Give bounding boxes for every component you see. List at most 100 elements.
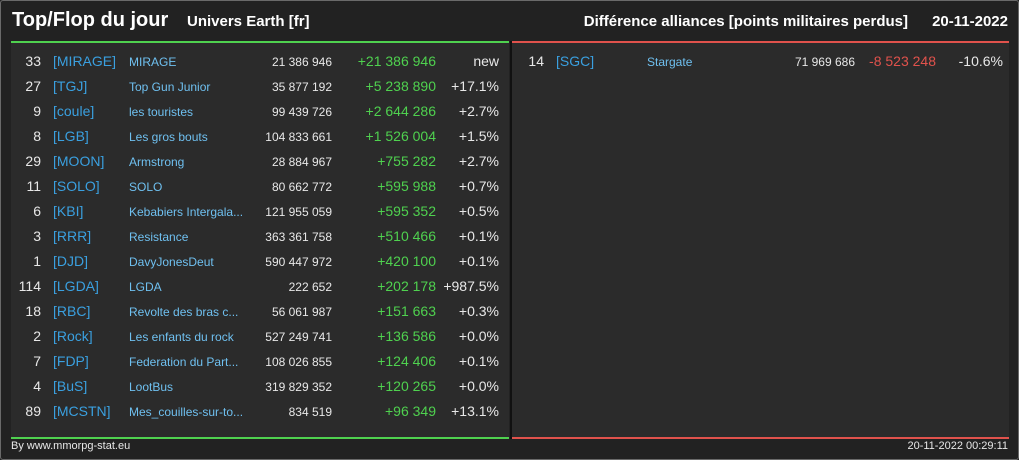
percent-change: +0.0%: [458, 328, 499, 344]
header: Top/Flop du jour Univers Earth [fr] Diff…: [1, 1, 1018, 41]
alliance-points: 319 829 352: [265, 380, 332, 394]
alliance-name-link[interactable]: Federation du Part...: [129, 355, 239, 369]
percent-change: +0.1%: [458, 253, 499, 269]
alliance-points: 527 249 741: [265, 330, 332, 344]
alliance-points: 21 386 946: [271, 55, 332, 69]
points-delta: +5 238 890: [365, 78, 436, 94]
alliance-name-link[interactable]: DavyJonesDeut: [129, 255, 214, 269]
alliance-tag-link[interactable]: [SOLO]: [53, 178, 100, 194]
top-row: 33 [MIRAGE] MIRAGE 21 386 946 +21 386 946 new: [11, 49, 509, 74]
percent-change: +17.1%: [451, 78, 499, 94]
alliance-name-link[interactable]: Revolte des bras c...: [129, 305, 239, 319]
alliance-tag-link[interactable]: [BuS]: [53, 378, 88, 394]
top-row: 27 [TGJ] Top Gun Junior 35 877 192 +5 238 89…: [11, 74, 509, 99]
alliance-name-link[interactable]: Armstrong: [129, 155, 185, 169]
percent-change: +2.7%: [458, 153, 499, 169]
alliance-rank: 18: [25, 303, 41, 319]
percent-change: +1.5%: [458, 128, 499, 144]
alliance-tag-link[interactable]: [KBI]: [53, 203, 84, 219]
points-delta: +96 349: [385, 403, 436, 419]
alliance-rank: 89: [25, 403, 41, 419]
alliance-tag-link[interactable]: [RRR]: [53, 228, 92, 244]
points-delta: +420 100: [377, 253, 436, 269]
alliance-name-link[interactable]: Mes_couilles-sur-to...: [129, 405, 244, 419]
alliance-tag-link[interactable]: [MIRAGE]: [53, 53, 117, 69]
alliance-points: 104 833 661: [265, 130, 332, 144]
alliance-rank: 9: [33, 103, 41, 119]
alliance-name-link[interactable]: Stargate: [647, 55, 693, 69]
alliance-points: 71 969 686: [794, 55, 855, 69]
points-delta: +136 586: [377, 328, 436, 344]
top-row: 3 [RRR] Resistance 363 361 758 +510 466 +0.1%: [11, 224, 509, 249]
footer-timestamp: 20-11-2022 00:29:11: [907, 440, 1008, 452]
alliance-points: 99 439 726: [271, 105, 332, 119]
alliance-name-link[interactable]: Kebabiers Intergala...: [129, 205, 244, 219]
percent-change: +987.5%: [443, 278, 499, 294]
alliance-rank: 27: [25, 78, 41, 94]
alliance-name-link[interactable]: Resistance: [129, 230, 189, 244]
alliance-rank: 2: [33, 328, 41, 344]
alliance-rank: 6: [33, 203, 41, 219]
alliance-rank: 7: [33, 353, 41, 369]
alliance-name-link[interactable]: MIRAGE: [129, 55, 177, 69]
percent-change: +0.5%: [458, 203, 499, 219]
alliance-rank: 4: [33, 378, 41, 394]
top-row: 4 [BuS] LootBus 319 829 352 +120 265 +0.0%: [11, 374, 509, 399]
top-row: 2 [Rock] Les enfants du rock 527 249 741 +13…: [11, 324, 509, 349]
alliance-tag-link[interactable]: [LGDA]: [53, 278, 99, 294]
alliance-tag-link[interactable]: [Rock]: [53, 328, 93, 344]
percent-change: +0.0%: [458, 378, 499, 394]
alliance-points: 834 519: [288, 405, 332, 419]
alliance-name-link[interactable]: SOLO: [129, 180, 163, 194]
points-delta: +1 526 004: [365, 128, 436, 144]
alliance-name-link[interactable]: Les enfants du rock: [129, 330, 234, 344]
alliance-name-link[interactable]: les touristes: [129, 105, 194, 119]
header-date: 20-11-2022: [932, 13, 1008, 30]
alliance-points: 35 877 192: [271, 80, 332, 94]
points-delta: +124 406: [377, 353, 436, 369]
alliance-tag-link[interactable]: [MCSTN]: [53, 403, 111, 419]
top-row: 11 [SOLO] SOLO 80 662 772 +595 988 +0.7%: [11, 174, 509, 199]
universe-label: Univers Earth [fr]: [187, 13, 310, 30]
points-delta: +2 644 286: [365, 103, 436, 119]
points-delta: +21 386 946: [357, 53, 436, 69]
top-row: 8 [LGB] Les gros bouts 104 833 661 +1 526 00…: [11, 124, 509, 149]
alliance-tag-link[interactable]: [LGB]: [53, 128, 89, 144]
alliance-points: 590 447 972: [265, 255, 332, 269]
alliance-name-link[interactable]: Les gros bouts: [129, 130, 208, 144]
top-row: 18 [RBC] Revolte des bras c... 56 061 987 +1…: [11, 299, 509, 324]
alliance-name-link[interactable]: Top Gun Junior: [129, 80, 211, 94]
percent-change: +13.1%: [451, 403, 499, 419]
alliance-rank: 11: [26, 178, 41, 194]
alliance-points: 121 955 059: [265, 205, 332, 219]
percent-change: +0.7%: [458, 178, 499, 194]
top-row: 9 [coule] les touristes 99 439 726 +2 644 28…: [11, 99, 509, 124]
alliance-name-link[interactable]: LootBus: [129, 380, 174, 394]
points-delta: +595 988: [377, 178, 436, 194]
alliance-tag-link[interactable]: [MOON]: [53, 153, 105, 169]
percent-change: +0.1%: [458, 228, 499, 244]
alliance-rank: 8: [33, 128, 41, 144]
alliance-tag-link[interactable]: [DJD]: [53, 253, 88, 269]
panel-divider: [510, 41, 512, 439]
percent-change: new: [473, 53, 499, 69]
alliance-points: 363 361 758: [265, 230, 332, 244]
top-row: 6 [KBI] Kebabiers Intergala... 121 955 059 +…: [11, 199, 509, 224]
alliance-tag-link[interactable]: [FDP]: [53, 353, 89, 369]
page-title: Top/Flop du jour: [12, 9, 169, 31]
top-row: 1 [DJD] DavyJonesDeut 590 447 972 +420 100 +0…: [11, 249, 509, 274]
alliance-tag-link[interactable]: [SGC]: [556, 53, 595, 69]
points-delta: -8 523 248: [869, 53, 936, 69]
points-delta: +595 352: [377, 203, 436, 219]
top-row: 29 [MOON] Armstrong 28 884 967 +755 282 +2.7%: [11, 149, 509, 174]
alliance-points: 108 026 855: [265, 355, 332, 369]
alliance-points: 56 061 987: [271, 305, 332, 319]
flop-panel: 14 [SGC] Stargate 71 969 686 -8 523 248 -10.6…: [512, 41, 1009, 439]
percent-change: +0.3%: [458, 303, 499, 319]
alliance-points: 28 884 967: [271, 155, 332, 169]
alliance-tag-link[interactable]: [TGJ]: [53, 78, 88, 94]
alliance-tag-link[interactable]: [RBC]: [53, 303, 91, 319]
alliance-tag-link[interactable]: [coule]: [53, 103, 95, 119]
alliance-name-link[interactable]: LGDA: [129, 280, 162, 294]
